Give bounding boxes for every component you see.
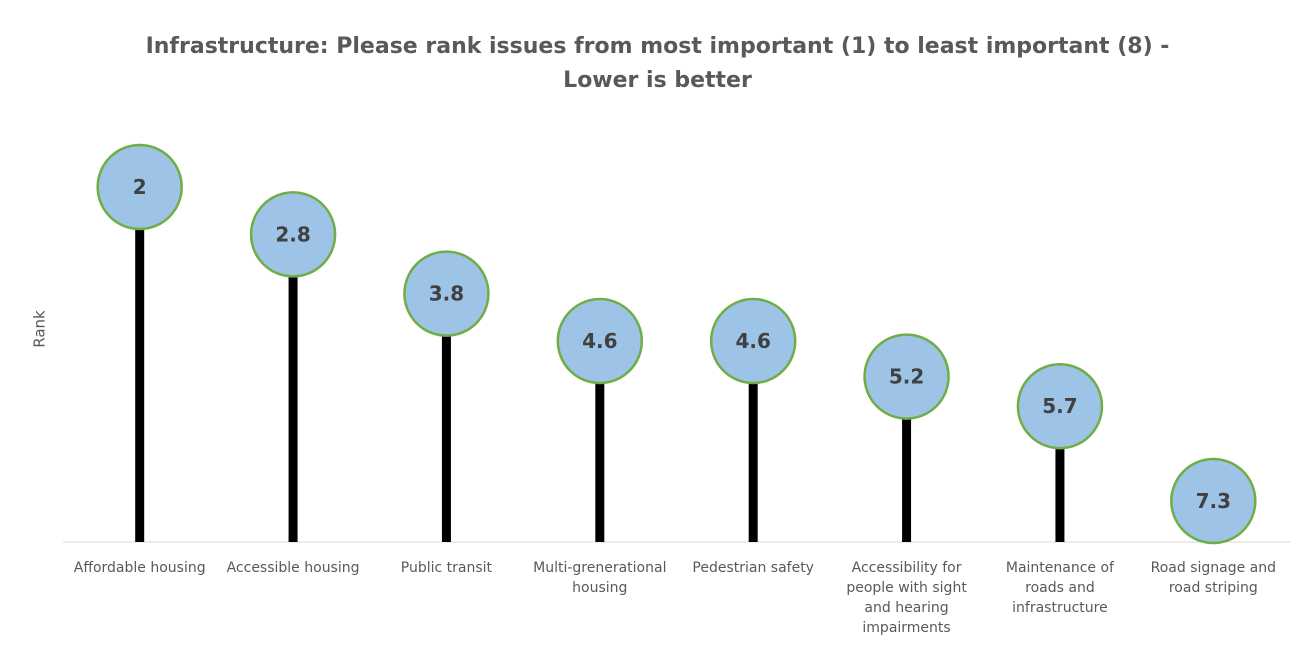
x-tick-label-line: Pedestrian safety <box>692 560 814 576</box>
lollipop-marker <box>403 250 490 337</box>
chart-title-line-2: Lower is better <box>563 68 752 93</box>
x-tick-label-line: roads and <box>1025 580 1095 596</box>
x-tick-label: Pedestrian safety <box>692 560 814 576</box>
lollipop-marker <box>249 191 337 278</box>
data-label: 3.8 <box>429 282 464 306</box>
x-tick-label: Road signage and road striping <box>1151 560 1276 596</box>
x-tick-label: Maintenance of roads and infrastructure <box>1006 560 1115 616</box>
x-tick-label-line: and hearing <box>864 600 948 616</box>
chart-title: Infrastructure: Please rank issues from … <box>0 30 1315 98</box>
x-tick-label-line: infrastructure <box>1012 600 1108 616</box>
lollipop-marker <box>556 297 644 385</box>
x-tick-label-line: Road signage and <box>1151 560 1276 576</box>
lollipop-marker <box>1170 457 1257 545</box>
lollipop-marker <box>863 333 950 420</box>
data-label: 4.6 <box>735 329 770 353</box>
data-label: 7.3 <box>1196 489 1231 513</box>
x-tick-label-line: Public transit <box>401 560 493 576</box>
lollipop-marker <box>96 143 183 231</box>
x-tick-label-line: Accessibility for <box>852 560 962 576</box>
x-tick-label-line: people with sight <box>846 580 967 596</box>
data-label: 2 <box>133 175 147 199</box>
x-tick-label-line: Multi-grenerational <box>533 560 666 576</box>
data-label: 5.2 <box>889 365 924 389</box>
x-tick-label: Affordable housing <box>74 560 206 576</box>
lollipop-marker <box>709 297 797 385</box>
lollipop-marker <box>1016 362 1104 450</box>
data-label: 5.7 <box>1042 394 1077 418</box>
x-tick-label-line: Maintenance of <box>1006 560 1115 576</box>
x-tick-label: Public transit <box>401 560 493 576</box>
x-tick-label-line: Accessible housing <box>227 560 360 576</box>
x-tick-label-line: housing <box>572 580 627 596</box>
data-label: 4.6 <box>582 329 617 353</box>
data-label: 2.8 <box>275 222 310 246</box>
x-tick-label: Multi-grenerational housing <box>533 560 666 596</box>
chart-title-line-1: Infrastructure: Please rank issues from … <box>145 34 1170 59</box>
x-tick-label-line: road striping <box>1169 580 1258 596</box>
x-tick-label-line: Affordable housing <box>74 560 206 576</box>
x-tick-label: Accessible housing <box>227 560 360 576</box>
x-tick-label: Accessibility for people with sight and he… <box>846 560 967 636</box>
x-tick-label-line: impairments <box>862 620 950 636</box>
